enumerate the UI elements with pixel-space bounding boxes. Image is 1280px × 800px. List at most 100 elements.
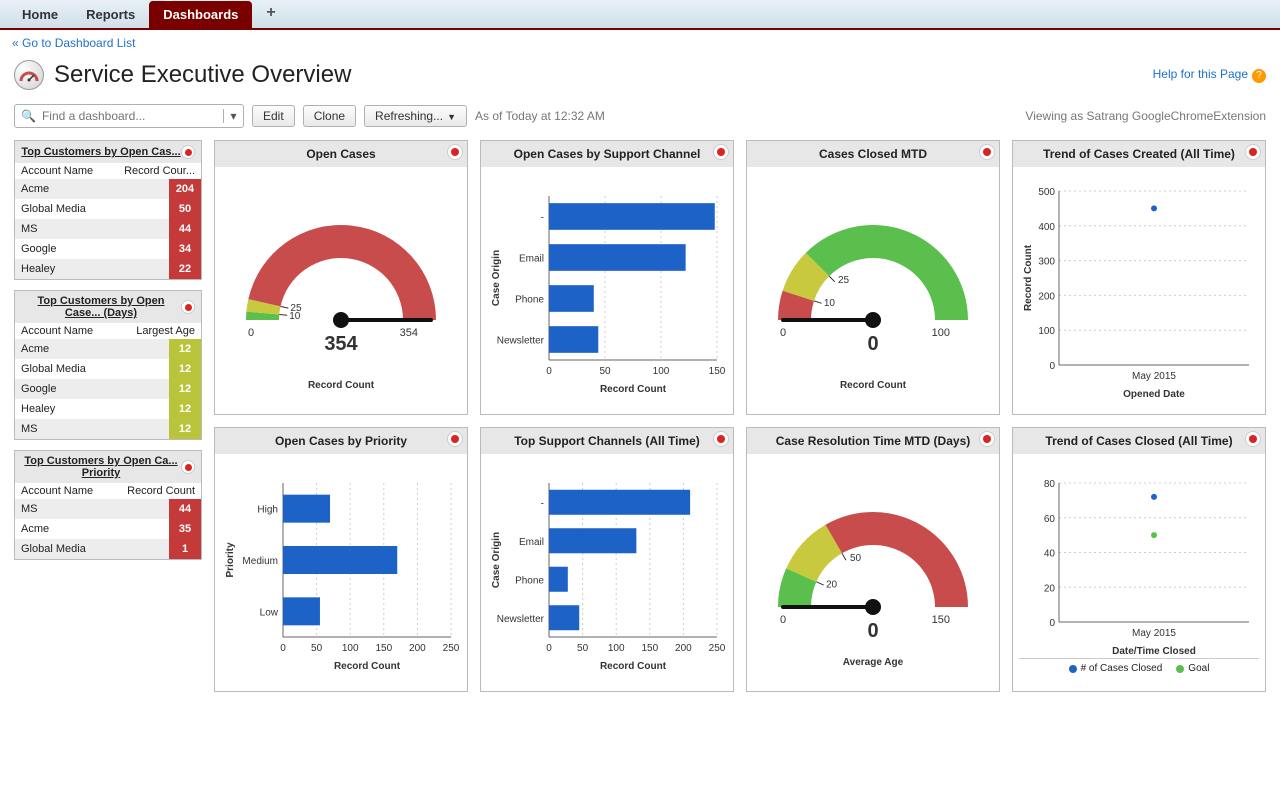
panel-menu-icon[interactable] xyxy=(713,431,729,447)
panel-resolution-time: Case Resolution Time MTD (Days) 20500150… xyxy=(746,427,1000,692)
svg-text:0: 0 xyxy=(546,366,552,377)
svg-text:0: 0 xyxy=(1049,618,1055,629)
svg-text:Date/Time Closed: Date/Time Closed xyxy=(1112,646,1196,657)
gauge-label: Record Count xyxy=(308,380,374,391)
panel-menu-icon[interactable] xyxy=(447,431,463,447)
svg-text:100: 100 xyxy=(608,643,625,654)
svg-text:May 2015: May 2015 xyxy=(1132,628,1176,639)
panel-title: Open Cases by Support Channel xyxy=(514,147,701,161)
svg-text:Email: Email xyxy=(519,253,544,264)
tab-home[interactable]: Home xyxy=(8,1,72,28)
page-title: Service Executive Overview xyxy=(54,61,351,89)
svg-text:0: 0 xyxy=(867,333,878,355)
svg-text:10: 10 xyxy=(824,298,836,309)
panel-title: Open Cases by Priority xyxy=(275,434,407,448)
panel-title: Trend of Cases Created (All Time) xyxy=(1043,147,1235,161)
svg-text:Record Count: Record Count xyxy=(600,384,667,395)
svg-text:0: 0 xyxy=(280,643,286,654)
subheader: « Go to Dashboard List xyxy=(0,30,1280,56)
svg-text:150: 150 xyxy=(641,643,658,654)
svg-text:-: - xyxy=(541,498,544,509)
svg-text:50: 50 xyxy=(311,643,323,654)
refresh-button[interactable]: Refreshing...▼ xyxy=(364,105,467,127)
panel-top-channels-all: Top Support Channels (All Time) 0 50 100 15… xyxy=(480,427,734,692)
svg-text:Case Origin: Case Origin xyxy=(491,249,502,305)
dashboard-icon xyxy=(14,60,44,90)
svg-text:400: 400 xyxy=(1038,221,1055,232)
svg-text:80: 80 xyxy=(1044,479,1056,490)
panel-menu-icon[interactable] xyxy=(713,144,729,160)
mini-table-2: Top Customers by Open Case... (Days)Acco… xyxy=(14,290,202,440)
panel-title: Case Resolution Time MTD (Days) xyxy=(776,434,970,448)
panel-menu-icon[interactable] xyxy=(979,144,995,160)
tab-dashboards[interactable]: Dashboards xyxy=(149,1,252,28)
edit-button[interactable]: Edit xyxy=(252,105,295,127)
svg-text:Record Count: Record Count xyxy=(334,661,401,672)
svg-text:200: 200 xyxy=(409,643,426,654)
panel-menu-icon[interactable] xyxy=(1245,431,1261,447)
svg-text:50: 50 xyxy=(577,643,589,654)
svg-text:100: 100 xyxy=(1038,326,1055,337)
svg-text:Record Count: Record Count xyxy=(1023,244,1034,311)
dashboard-finder[interactable]: 🔍 ▾ xyxy=(14,104,244,128)
back-link[interactable]: « Go to Dashboard List xyxy=(12,36,135,50)
svg-text:Newsletter: Newsletter xyxy=(497,613,545,624)
search-input[interactable] xyxy=(42,109,223,123)
panel-open-cases: Open Cases 10250354354Record Count xyxy=(214,140,468,415)
panel-trend-created: Trend of Cases Created (All Time) 0 100 20… xyxy=(1012,140,1266,415)
svg-text:-: - xyxy=(541,212,544,223)
panel-menu-icon[interactable] xyxy=(979,431,995,447)
svg-text:Low: Low xyxy=(260,607,279,618)
svg-text:150: 150 xyxy=(375,643,392,654)
svg-text:200: 200 xyxy=(1038,291,1055,302)
svg-text:0: 0 xyxy=(1049,361,1055,372)
svg-text:354: 354 xyxy=(400,327,418,339)
svg-text:20: 20 xyxy=(1044,583,1056,594)
svg-text:300: 300 xyxy=(1038,256,1055,267)
svg-text:200: 200 xyxy=(675,643,692,654)
svg-text:Newsletter: Newsletter xyxy=(497,335,545,346)
svg-text:150: 150 xyxy=(709,366,726,377)
svg-text:0: 0 xyxy=(248,327,254,339)
legend: # of Cases ClosedGoal xyxy=(1019,658,1259,678)
svg-text:0: 0 xyxy=(546,643,552,654)
svg-text:50: 50 xyxy=(599,366,611,377)
svg-text:500: 500 xyxy=(1038,187,1055,198)
svg-text:100: 100 xyxy=(653,366,670,377)
svg-text:Priority: Priority xyxy=(225,542,236,577)
svg-text:Phone: Phone xyxy=(515,575,544,586)
svg-text:Phone: Phone xyxy=(515,294,544,305)
panel-menu-icon[interactable] xyxy=(1245,144,1261,160)
svg-text:0: 0 xyxy=(780,614,786,626)
svg-text:Email: Email xyxy=(519,536,544,547)
panel-title: Cases Closed MTD xyxy=(819,147,927,161)
panel-title: Top Support Channels (All Time) xyxy=(514,434,700,448)
panel-open-by-channel: Open Cases by Support Channel 0 50 100 150 -… xyxy=(480,140,734,415)
clone-button[interactable]: Clone xyxy=(303,105,356,127)
svg-text:0: 0 xyxy=(867,620,878,642)
svg-text:Record Count: Record Count xyxy=(600,661,667,672)
panel-menu-icon[interactable] xyxy=(447,144,463,160)
finder-dropdown[interactable]: ▾ xyxy=(223,109,243,123)
panel-trend-closed: Trend of Cases Closed (All Time) 0204060… xyxy=(1012,427,1266,692)
gauge-label: Record Count xyxy=(840,380,906,391)
svg-text:250: 250 xyxy=(709,643,726,654)
help-link[interactable]: Help for this Page? xyxy=(1153,67,1266,83)
mini-table-3: Top Customers by Open Ca... PriorityAcco… xyxy=(14,450,202,560)
svg-text:High: High xyxy=(257,504,278,515)
svg-text:100: 100 xyxy=(932,327,950,339)
svg-text:50: 50 xyxy=(850,553,862,564)
panel-closed-mtd: Cases Closed MTD 102501000Record Count xyxy=(746,140,1000,415)
svg-text:60: 60 xyxy=(1044,514,1056,525)
svg-text:354: 354 xyxy=(324,333,358,355)
svg-text:May 2015: May 2015 xyxy=(1132,371,1176,382)
svg-text:100: 100 xyxy=(342,643,359,654)
mini-table-1: Top Customers by Open Cas...Account Name… xyxy=(14,140,202,280)
svg-text:20: 20 xyxy=(826,579,838,590)
tab-add[interactable]: + xyxy=(252,0,289,28)
svg-text:25: 25 xyxy=(838,275,850,286)
svg-text:25: 25 xyxy=(290,303,302,314)
tab-bar: Home Reports Dashboards + xyxy=(0,0,1280,30)
svg-text:Opened Date: Opened Date xyxy=(1123,389,1185,400)
tab-reports[interactable]: Reports xyxy=(72,1,149,28)
